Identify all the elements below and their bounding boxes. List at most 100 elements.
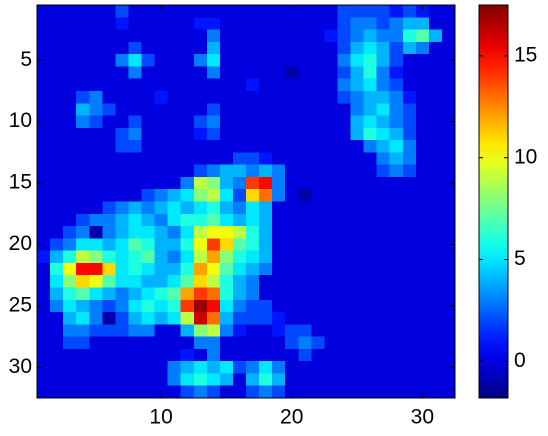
heatmap-cell <box>232 152 247 166</box>
heatmap-cell <box>298 312 312 325</box>
heatmap-cell <box>50 324 64 338</box>
heatmap-cell <box>298 78 312 92</box>
heatmap-cell <box>428 287 443 301</box>
heatmap-cell <box>154 299 169 313</box>
heatmap-cell <box>337 324 351 338</box>
heatmap-cell <box>115 164 129 178</box>
heatmap-cell <box>259 299 273 313</box>
heatmap-cell <box>193 299 208 313</box>
heatmap-cell <box>415 275 430 288</box>
heatmap-cell <box>50 226 64 239</box>
heatmap-cell <box>76 5 90 18</box>
heatmap-cell <box>402 66 417 80</box>
heatmap-cell <box>141 250 156 264</box>
heatmap-cell <box>246 312 260 325</box>
heatmap-cell <box>193 90 208 104</box>
heatmap-cell <box>272 385 286 399</box>
heatmap-cell <box>232 164 247 178</box>
heatmap-cell <box>37 164 51 178</box>
heatmap-cell <box>246 176 260 190</box>
heatmap-cell <box>376 287 391 301</box>
heatmap-cell <box>128 348 142 362</box>
heatmap-cell <box>206 262 221 276</box>
heatmap-cell <box>376 41 391 55</box>
heatmap-cell <box>246 250 260 264</box>
heatmap-cell <box>363 140 378 153</box>
heatmap-cell <box>350 78 365 92</box>
heatmap-cell <box>298 152 312 166</box>
heatmap-cell <box>428 140 443 153</box>
heatmap-cell <box>89 275 103 288</box>
heatmap-cell <box>141 78 156 92</box>
heatmap-cell <box>363 324 378 338</box>
heatmap-cell <box>180 189 195 202</box>
heatmap-cell <box>154 275 169 288</box>
heatmap-cell <box>441 90 456 104</box>
heatmap-cell <box>415 90 430 104</box>
heatmap-cell <box>232 324 247 338</box>
heatmap-cell <box>311 324 325 338</box>
heatmap-cell <box>246 299 260 313</box>
heatmap-cell <box>272 54 286 67</box>
heatmap-cell <box>402 348 417 362</box>
heatmap-cell <box>63 213 77 227</box>
heatmap-cell <box>441 54 456 67</box>
heatmap-cell <box>389 238 404 252</box>
heatmap-cell <box>102 201 116 215</box>
heatmap-cell <box>193 140 208 153</box>
heatmap-cell <box>389 361 404 374</box>
heatmap-cell <box>298 5 312 18</box>
heatmap-cell <box>219 176 234 190</box>
heatmap-cell <box>89 103 103 117</box>
heatmap-cell <box>285 103 299 117</box>
heatmap-cell <box>50 54 64 67</box>
heatmap-cell <box>206 115 221 129</box>
heatmap-cell <box>193 78 208 92</box>
heatmap-cell <box>128 54 142 67</box>
heatmap-cell <box>180 299 195 313</box>
heatmap-cell <box>115 250 129 264</box>
heatmap-cell <box>193 115 208 129</box>
heatmap-cell <box>206 361 221 374</box>
heatmap-cell <box>89 324 103 338</box>
heatmap-cell <box>272 66 286 80</box>
heatmap-cell <box>154 90 169 104</box>
heatmap-cell <box>441 176 456 190</box>
heatmap-cell <box>37 299 51 313</box>
heatmap-cell <box>219 127 234 141</box>
heatmap-cell <box>167 373 182 387</box>
heatmap-cell <box>350 213 365 227</box>
heatmap-cell <box>324 176 338 190</box>
heatmap-cell <box>272 312 286 325</box>
heatmap-cell <box>180 213 195 227</box>
heatmap-cell <box>63 140 77 153</box>
heatmap-cell <box>63 385 77 399</box>
heatmap-cell <box>363 29 378 43</box>
heatmap-cell <box>337 201 351 215</box>
heatmap-cell <box>389 164 404 178</box>
heatmap-cell <box>154 29 169 43</box>
heatmap-cell <box>206 78 221 92</box>
heatmap-cell <box>89 127 103 141</box>
heatmap-cell <box>311 176 325 190</box>
heatmap-cell <box>311 140 325 153</box>
heatmap-cell <box>180 5 195 18</box>
heatmap-cell <box>128 373 142 387</box>
heatmap-cell <box>376 336 391 350</box>
heatmap-cell <box>206 336 221 350</box>
heatmap-cell <box>167 299 182 313</box>
heatmap-cell <box>363 250 378 264</box>
heatmap-cell <box>402 361 417 374</box>
heatmap-cell <box>115 66 129 80</box>
heatmap-cell <box>219 275 234 288</box>
heatmap-cell <box>285 238 299 252</box>
heatmap-cell <box>376 5 391 18</box>
heatmap-cell <box>285 78 299 92</box>
heatmap-cell <box>50 336 64 350</box>
heatmap-cell <box>102 41 116 55</box>
heatmap-cell <box>76 29 90 43</box>
heatmap-cell <box>298 54 312 67</box>
heatmap-cell <box>285 299 299 313</box>
heatmap-cell <box>428 189 443 202</box>
heatmap-cell <box>128 176 142 190</box>
